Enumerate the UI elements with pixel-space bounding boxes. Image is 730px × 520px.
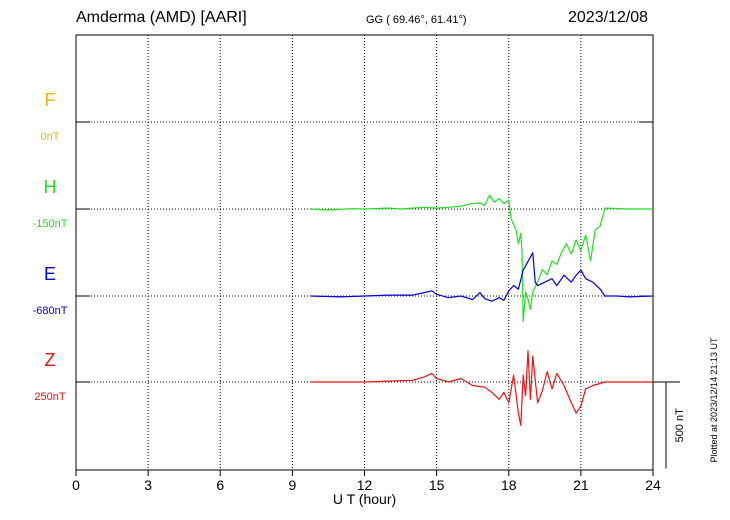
x-tick-label: 15 xyxy=(429,477,445,493)
series-baseline-h: -150nT xyxy=(33,218,68,230)
x-tick-label: 24 xyxy=(645,477,661,493)
series-line-e xyxy=(310,252,654,302)
x-axis-title: U T (hour) xyxy=(333,491,396,507)
x-tick-label: 3 xyxy=(144,477,152,493)
station-title: Amderma (AMD) [AARI] xyxy=(76,9,247,26)
series-label-z: Z xyxy=(45,350,56,370)
x-tick-label: 21 xyxy=(573,477,589,493)
coordinates-label: GG ( 69.46°, 61.41°) xyxy=(366,14,467,26)
series-baseline-f: 0nT xyxy=(41,131,60,143)
series-baseline-e: -680nT xyxy=(33,305,68,317)
series-label-f: F xyxy=(45,90,56,110)
x-tick-label: 0 xyxy=(72,477,80,493)
x-tick-label: 12 xyxy=(357,477,373,493)
scale-bar-label: 500 nT xyxy=(674,408,686,443)
series-label-h: H xyxy=(44,177,57,197)
series-line-h xyxy=(310,194,653,322)
plotted-timestamp: Plotted at 2023/12/14 21:13 UT xyxy=(709,337,719,463)
series-baseline-z: 250nT xyxy=(34,391,65,403)
x-tick-label: 6 xyxy=(216,477,224,493)
date-label: 2023/12/08 xyxy=(568,9,649,26)
series-line-z xyxy=(310,350,653,426)
series-label-e: E xyxy=(44,264,56,284)
x-tick-label: 18 xyxy=(501,477,517,493)
x-tick-label: 9 xyxy=(288,477,296,493)
